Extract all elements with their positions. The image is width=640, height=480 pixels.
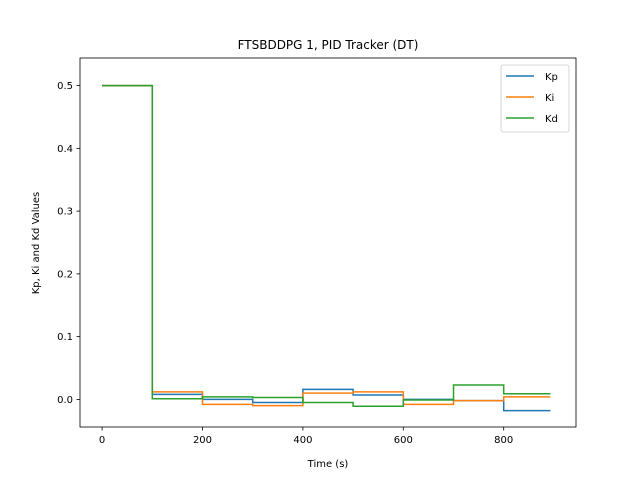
legend-label-kd: Kd (545, 114, 558, 125)
legend-box (500, 64, 570, 133)
legend-label-ki: Ki (545, 93, 554, 104)
x-tick-label: 200 (193, 435, 212, 446)
x-tick-label: 400 (293, 435, 312, 446)
y-tick-label: 0.5 (57, 81, 73, 92)
y-axis-label: Kp, Ki and Kd Values (31, 192, 42, 295)
x-axis-label: Time (s) (307, 459, 349, 470)
legend: Kp Ki Kd (500, 64, 570, 133)
series-line-ki (102, 84, 551, 407)
x-tick-label: 800 (494, 435, 513, 446)
y-tick-label: 0.0 (57, 395, 73, 406)
plot-area: 0 200 400 600 800 0.0 0.1 0.2 0.3 0.4 0.5 (57, 57, 577, 446)
axes-frame (79, 57, 577, 428)
y-tick-label: 0.2 (57, 269, 73, 280)
legend-label-kp: Kp (545, 72, 558, 83)
y-tick-label: 0.3 (57, 207, 73, 218)
y-tick-label: 0.4 (57, 144, 73, 155)
x-tick-label: 0 (99, 435, 105, 446)
y-tick-label: 0.1 (57, 332, 73, 343)
chart-title: FTSBDDPG 1, PID Tracker (DT) (238, 38, 419, 52)
x-tick-label: 600 (394, 435, 413, 446)
series-line-kd (102, 84, 551, 408)
